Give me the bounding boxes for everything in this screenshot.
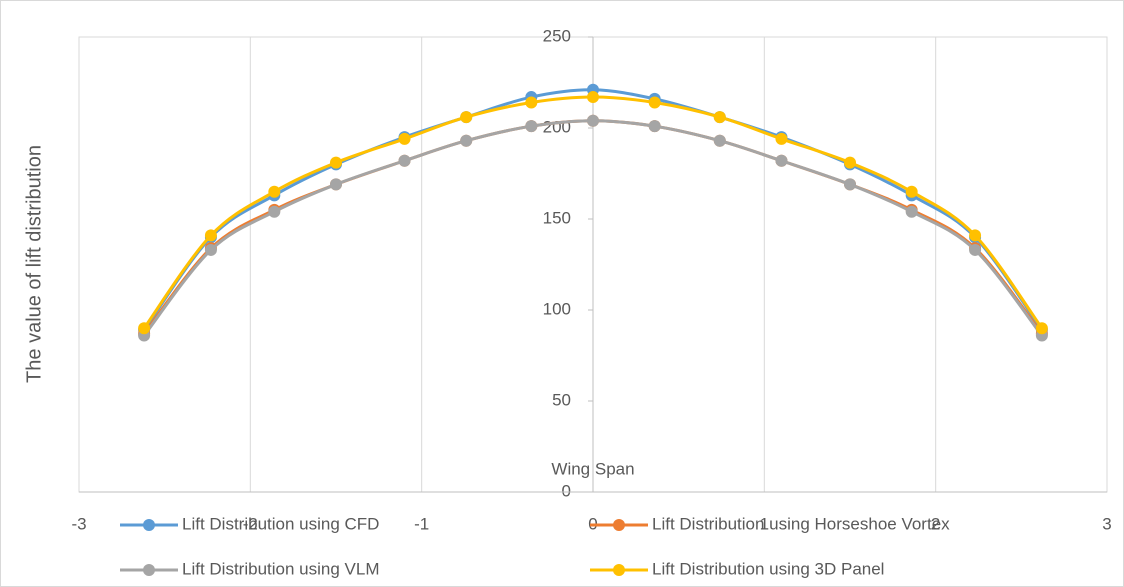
y-tick-label: 0 — [562, 481, 571, 500]
data-point — [969, 229, 982, 242]
data-point — [268, 205, 281, 218]
y-axis-title: The value of lift distribution — [23, 145, 45, 383]
data-point — [268, 185, 281, 198]
data-point — [969, 243, 982, 256]
data-point — [525, 96, 538, 109]
x-tick-label: -2 — [243, 514, 258, 533]
legend-label: Lift Distribution using CFD — [182, 514, 379, 533]
x-tick-label: 2 — [931, 514, 940, 533]
data-point — [648, 120, 661, 133]
data-point — [460, 111, 473, 124]
y-tick-label: 100 — [543, 299, 571, 318]
legend-label: Lift Distribution using Horseshoe Vortex — [652, 514, 950, 533]
data-point — [713, 111, 726, 124]
data-point — [713, 134, 726, 147]
data-point — [844, 178, 856, 191]
legend-label: Lift Distribution using VLM — [182, 559, 379, 578]
y-tick-label: 50 — [552, 390, 571, 409]
data-point — [775, 132, 788, 145]
x-tick-label: -3 — [71, 514, 86, 533]
data-point — [204, 243, 217, 256]
data-point — [138, 322, 151, 335]
data-point — [587, 91, 599, 104]
data-point — [398, 132, 411, 145]
data-point — [905, 185, 918, 198]
y-tick-label: 250 — [543, 26, 571, 45]
y-tick-label: 150 — [543, 208, 571, 227]
legend-marker — [143, 564, 155, 576]
legend-marker — [613, 564, 625, 576]
x-tick-label: 3 — [1102, 514, 1111, 533]
data-point — [844, 156, 856, 169]
legend-marker — [143, 519, 155, 531]
data-point — [905, 205, 918, 218]
x-tick-label: -1 — [414, 514, 429, 533]
data-point — [204, 229, 217, 242]
data-point — [525, 120, 538, 133]
data-point — [460, 134, 473, 147]
data-point — [398, 154, 411, 167]
data-point — [330, 156, 342, 169]
data-point — [330, 178, 342, 191]
legend-label: Lift Distribution using 3D Panel — [652, 559, 884, 578]
data-point — [775, 154, 788, 167]
y-tick-label: 200 — [543, 117, 571, 136]
data-point — [648, 96, 661, 109]
data-point — [1035, 322, 1048, 335]
legend-marker — [613, 519, 625, 531]
x-tick-label: 1 — [760, 514, 769, 533]
data-point — [587, 114, 599, 127]
